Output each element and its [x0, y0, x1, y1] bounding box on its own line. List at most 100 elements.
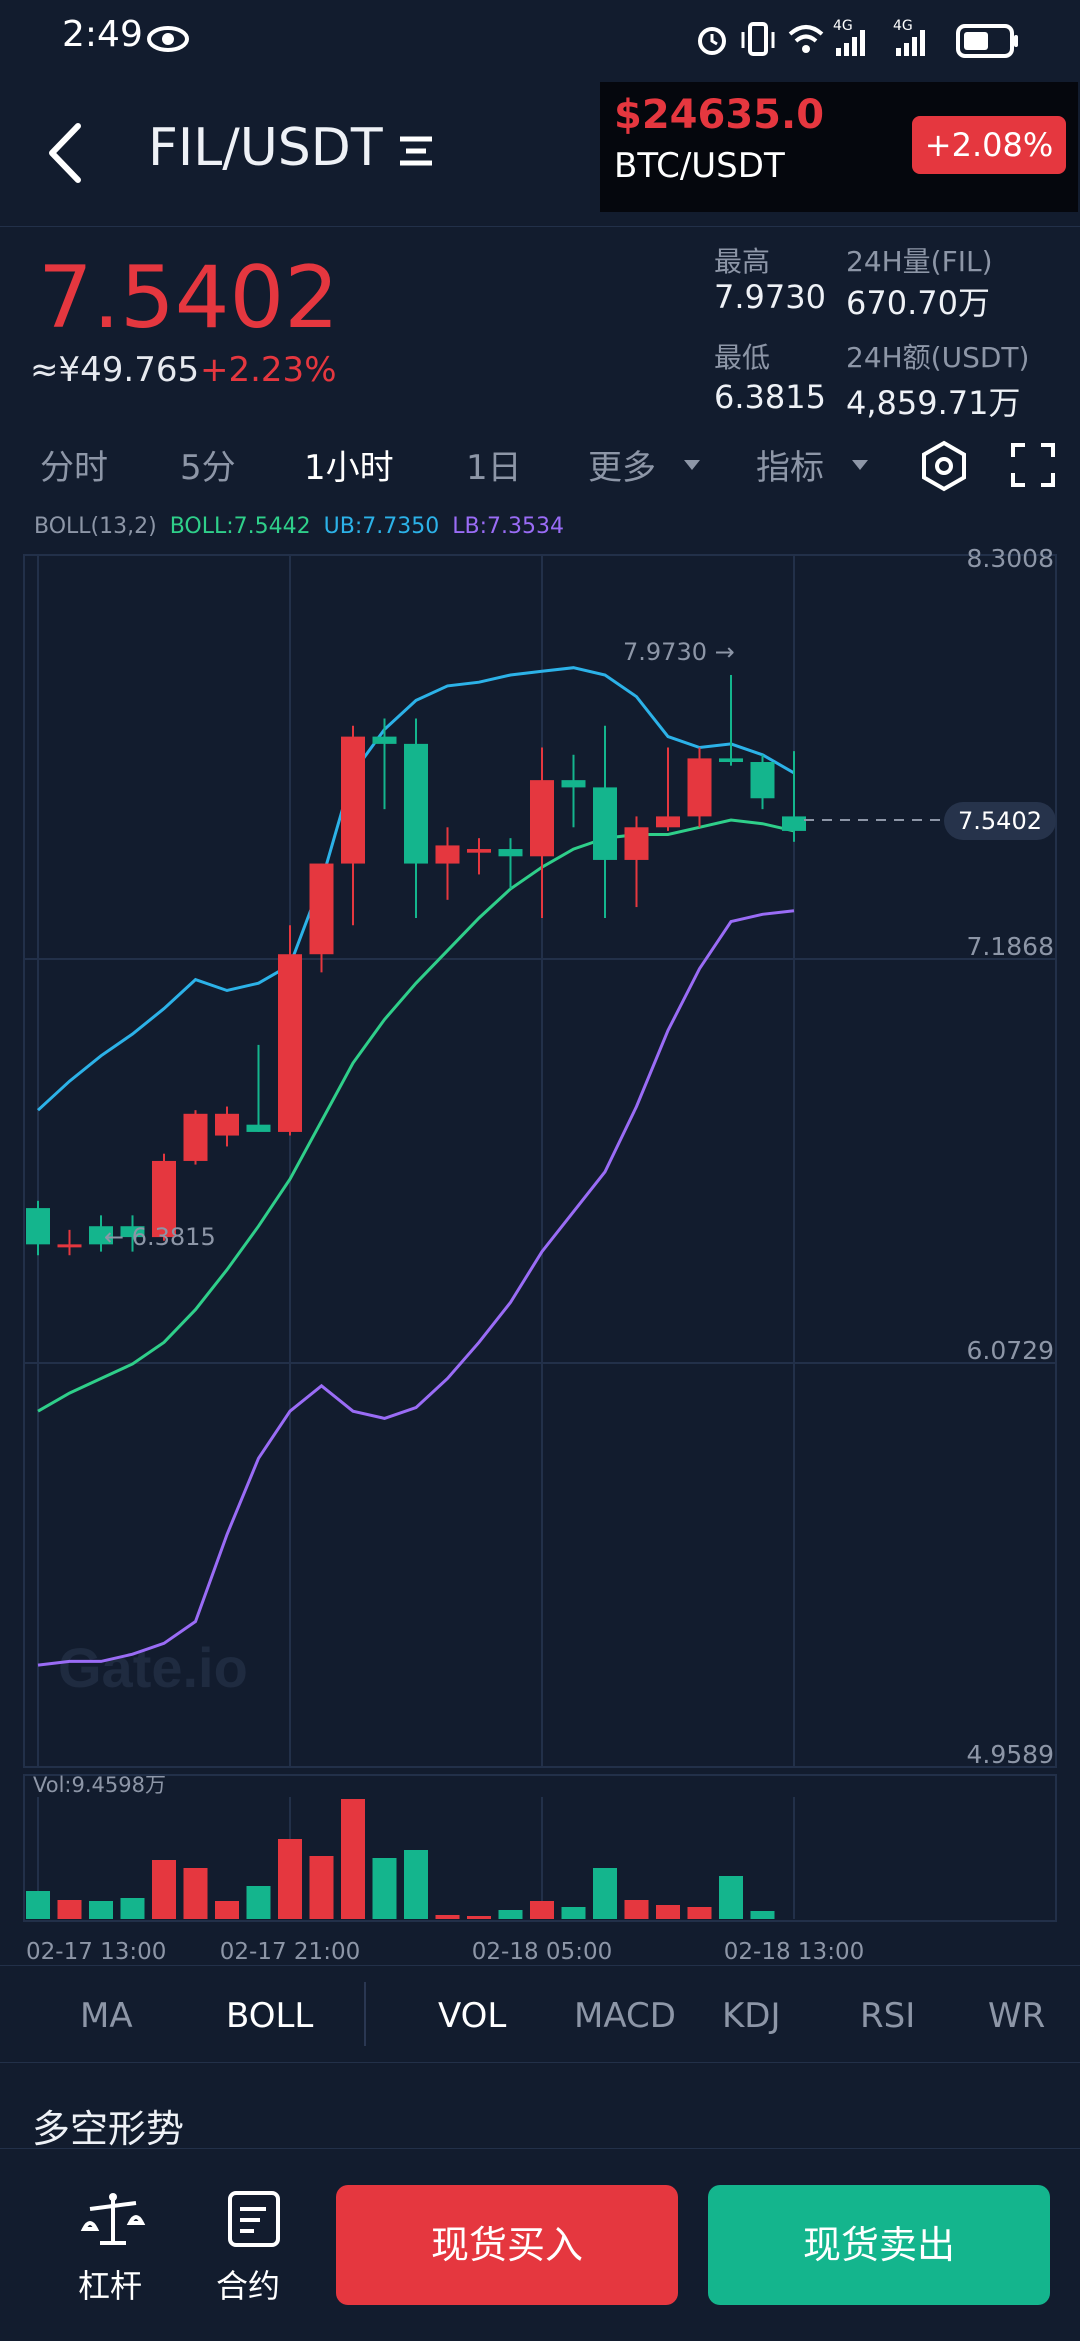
low-label: 最低: [714, 341, 771, 374]
candle: [57, 1229, 82, 1256]
candle: [782, 751, 806, 842]
candle-body: [498, 849, 523, 857]
volume-bar: [435, 1915, 460, 1919]
amount-24h-label: 24H额(USDT): [846, 341, 1030, 374]
cny-price: ≈¥49.765: [30, 350, 200, 390]
spot-buy-button[interactable]: 现货买入: [336, 2185, 678, 2305]
volume-bar: [498, 1910, 523, 1919]
candle-body: [404, 743, 428, 864]
watermark: Gate.io: [58, 1636, 248, 1699]
candle-body: [467, 849, 491, 853]
current-price-tag: [944, 802, 1056, 840]
indicator-tab-vol[interactable]: VOL: [438, 1996, 507, 2036]
btc-ticker-popup[interactable]: $24635.0 BTC/USDT +2.08%: [600, 82, 1078, 212]
pair-title[interactable]: FIL/USDT: [148, 118, 383, 178]
tab-indicator[interactable]: 指标: [756, 448, 824, 488]
candle: [152, 1153, 176, 1241]
volume-bar: [404, 1850, 428, 1919]
back-arrow-icon[interactable]: [44, 120, 84, 186]
y-axis-label: 7.1868: [967, 932, 1054, 961]
candle: [215, 1106, 239, 1147]
candle: [593, 725, 617, 918]
indicator-tab-rsi[interactable]: RSI: [860, 1996, 916, 2036]
bottom-action-bar: 杠杆 合约 现货买入 现货卖出: [0, 2148, 1080, 2341]
volume-bar: [656, 1905, 680, 1919]
candle: [246, 1044, 271, 1132]
indicator-tab-macd[interactable]: MACD: [574, 1996, 676, 2036]
candle-body: [278, 954, 302, 1132]
ticker-price: $24635.0: [614, 92, 825, 138]
candle-body: [435, 845, 460, 864]
menu-icon[interactable]: [396, 134, 436, 168]
candle: [498, 838, 523, 889]
boll-mid-line: [37, 818, 795, 1413]
chevron-down-icon: [852, 460, 868, 470]
candle-body: [656, 816, 680, 828]
candle: [530, 747, 554, 918]
network-type-2: 4G: [893, 18, 913, 34]
last-price: 7.5402: [38, 248, 339, 348]
candle-body: [593, 787, 617, 860]
leverage-button[interactable]: 杠杆: [74, 2189, 154, 2319]
volume-bar: [120, 1898, 145, 1919]
candle: [120, 1215, 145, 1252]
wifi-icon: [788, 25, 824, 53]
volume-bar: [593, 1868, 617, 1919]
boll-ub-line: [36, 666, 795, 1112]
indicator-tab-wr[interactable]: WR: [988, 1996, 1046, 2036]
candle: [561, 754, 586, 828]
alarm-icon: [698, 27, 726, 55]
volume-bar: [215, 1901, 239, 1919]
spot-sell-button[interactable]: 现货卖出: [708, 2185, 1050, 2305]
amount-24h-value: 4,859.71万: [846, 384, 1021, 422]
candle-body: [372, 736, 397, 744]
tab-timeshare[interactable]: 分时: [40, 448, 108, 488]
volume-bar: [372, 1858, 397, 1919]
volume-label: Vol:9.4598万: [33, 1773, 166, 1797]
candle-body: [687, 758, 712, 817]
volume-bar: [152, 1860, 176, 1919]
tab-more[interactable]: 更多: [588, 448, 656, 488]
volume-bar: [530, 1901, 554, 1919]
fullscreen-icon[interactable]: [1010, 442, 1056, 488]
volume-bar: [467, 1916, 491, 1919]
indicator-tab-kdj[interactable]: KDJ: [722, 1996, 781, 2036]
candle: [309, 863, 334, 973]
candle: [183, 1110, 208, 1165]
candle-body: [561, 780, 586, 788]
status-time: 2:49: [62, 14, 143, 55]
x-axis-labels: 02-17 13:00 02-17 21:00 02-18 05:00 02-18 1…: [26, 1939, 864, 1965]
chart-grid: [23, 554, 1057, 1922]
candles: [26, 674, 806, 1256]
candle-body: [26, 1208, 50, 1245]
x-axis-label: 02-17 21:00: [220, 1939, 360, 1965]
ticker-change-badge: +2.08%: [912, 116, 1066, 174]
candle: [404, 718, 428, 918]
candle: [435, 827, 460, 900]
y-axis-label: 4.9589: [967, 1740, 1054, 1769]
change-percent: +2.23%: [200, 350, 337, 390]
candle: [26, 1200, 50, 1256]
contract-button[interactable]: 合约: [216, 2189, 296, 2319]
tab-1day[interactable]: 1日: [466, 448, 522, 488]
volume-bar: [309, 1856, 334, 1919]
indicator-tab-boll[interactable]: BOLL: [226, 1996, 314, 2036]
volume-bar: [687, 1907, 712, 1919]
boll-legend: BOLL(13,2) BOLL:7.5442 UB:7.7350 LB:7.35…: [34, 514, 564, 539]
candle-body: [152, 1160, 176, 1238]
min-annotation: ← 6.3815: [104, 1223, 216, 1251]
tab-5min[interactable]: 5分: [180, 448, 236, 488]
candle-body: [750, 762, 775, 799]
volume-bar: [57, 1900, 82, 1919]
candle-body: [57, 1244, 82, 1248]
settings-hexagon-icon[interactable]: [918, 440, 970, 492]
chevron-down-icon: [684, 460, 700, 470]
boll-ub-value: UB:7.7350: [323, 514, 440, 539]
battery-icon: [956, 24, 1018, 58]
volume-bar: [246, 1886, 271, 1919]
candle: [656, 747, 680, 831]
low-value: 6.3815: [714, 378, 826, 416]
indicator-tab-ma[interactable]: MA: [80, 1996, 133, 2036]
tab-1hour[interactable]: 1小时: [304, 448, 394, 488]
